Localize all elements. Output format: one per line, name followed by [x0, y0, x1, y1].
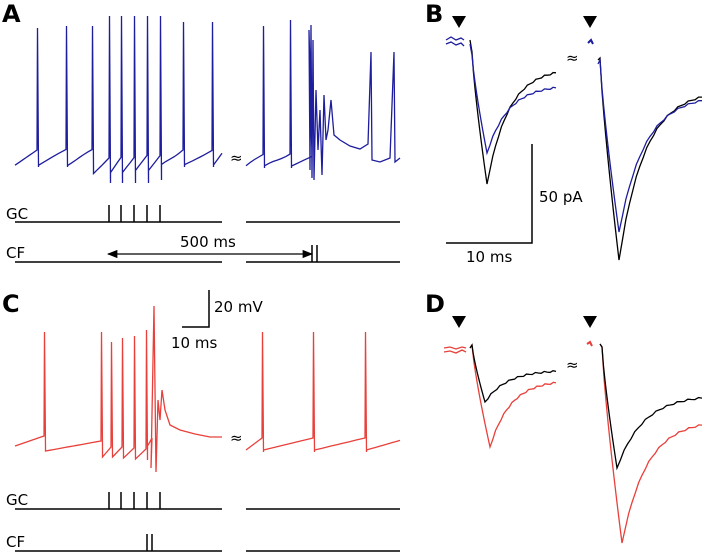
scalebar-time-b-label: 10 ms — [466, 248, 512, 266]
cf-label-c: CF — [6, 533, 25, 551]
epsc-b2-blue — [597, 57, 702, 233]
baseline-d2 — [586, 340, 593, 347]
panel-label-c: C — [2, 290, 20, 318]
stimulus-arrowhead-b2 — [583, 16, 597, 28]
baseline-b1 — [445, 36, 465, 47]
gc-pulses-a — [108, 205, 161, 222]
trace-a-left — [14, 15, 223, 184]
epsc-d1-black — [469, 343, 557, 404]
baseline-d1 — [443, 346, 467, 354]
break-symbol-b: ≈ — [566, 49, 579, 67]
epsc-b2-black — [597, 56, 702, 261]
break-symbol-a: ≈ — [230, 149, 243, 167]
stimulus-arrowhead-d2 — [583, 316, 597, 328]
cf-label-a: CF — [6, 244, 25, 262]
panel-label-a: A — [2, 0, 21, 28]
epsc-b1-black — [469, 39, 557, 185]
gc-label-a: GC — [6, 205, 28, 223]
trace-c-left — [14, 305, 222, 473]
trace-a-right — [245, 19, 401, 181]
trace-c-right — [245, 331, 401, 453]
scalebar-time-c-label: 10 ms — [171, 334, 217, 352]
scalebar-current-label: 50 pA — [539, 188, 583, 206]
gc-pulses-c — [108, 492, 161, 509]
scalebar-b — [446, 144, 533, 244]
panel-b: ≈ 50 pA 10 ms — [445, 16, 702, 266]
epsc-d2-red — [599, 343, 702, 544]
panel-c: ≈ GC CF — [6, 305, 401, 552]
stimulus-arrowhead-b1 — [452, 16, 466, 28]
scalebar-lines — [182, 290, 210, 328]
panel-a: ≈ GC CF 500 ms — [6, 15, 401, 263]
interval-label: 500 ms — [180, 233, 236, 251]
panel-label-b: B — [425, 0, 443, 28]
panel-label-d: D — [425, 290, 445, 318]
stimulus-arrowhead-d1 — [452, 316, 466, 328]
gc-label-c: GC — [6, 491, 28, 509]
epsc-b1-blue — [469, 43, 557, 156]
break-symbol-d: ≈ — [566, 356, 579, 374]
epsc-d2-black — [599, 343, 702, 471]
epsc-d1-red — [469, 343, 557, 450]
scalebar-voltage-time: 20 mV 10 ms — [171, 290, 263, 352]
baseline-b2 — [587, 38, 594, 45]
panel-d: ≈ — [443, 316, 702, 544]
break-symbol-c: ≈ — [230, 429, 243, 447]
scalebar-voltage-label: 20 mV — [214, 298, 263, 316]
